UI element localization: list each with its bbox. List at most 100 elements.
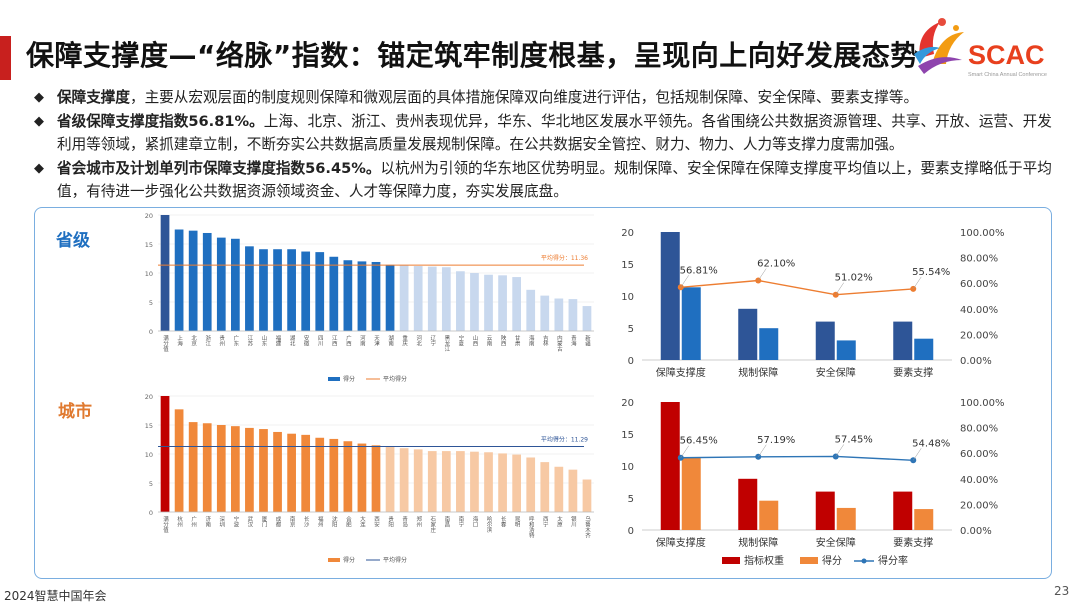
legend-swatch xyxy=(328,377,340,381)
bar xyxy=(357,261,367,331)
y2-tick-label: 80.00% xyxy=(960,424,998,435)
x-tick-label: 呼和浩特 xyxy=(528,516,535,539)
bullet-text: ，主要从宏观层面的制度规则保障和微观层面的具体措施保障双向维度进行评估，包括规制… xyxy=(129,89,919,106)
bar xyxy=(202,232,212,331)
bar xyxy=(470,273,479,331)
x-tick-label: 保障支撑度 xyxy=(656,536,706,549)
x-tick-label: 南昌 xyxy=(443,515,450,529)
y-tick-label: 0 xyxy=(149,509,153,517)
y-tick-label: 10 xyxy=(621,462,634,473)
rate-label: 62.10% xyxy=(757,259,795,270)
x-tick-label: 广西 xyxy=(345,334,352,348)
chart-panel xyxy=(34,207,1052,579)
score-bar xyxy=(914,338,934,360)
bullet-list: ◆ 保障支撑度，主要从宏观层面的制度规则保障和微观层面的具体措施保障双向维度进行… xyxy=(34,86,1064,204)
y-tick-label: 20 xyxy=(621,398,634,409)
bar xyxy=(526,457,536,512)
bar xyxy=(315,437,325,512)
x-tick-label: 规制保障 xyxy=(738,366,778,379)
x-tick-label: 安全保障 xyxy=(816,536,856,549)
x-tick-label: 福建 xyxy=(275,334,282,348)
bar xyxy=(259,249,268,331)
x-tick-label: 天津 xyxy=(373,335,380,348)
y2-tick-label: 0.00% xyxy=(960,526,992,537)
score-bar xyxy=(836,340,856,360)
bar xyxy=(484,274,493,331)
bar xyxy=(498,275,507,331)
y2-tick-label: 20.00% xyxy=(960,500,998,511)
score-bar xyxy=(681,457,701,530)
x-tick-label: 内蒙古 xyxy=(556,334,563,353)
legend-swatch xyxy=(722,557,740,564)
x-tick-label: 成都 xyxy=(275,515,282,529)
bar xyxy=(413,449,423,512)
bar xyxy=(512,277,522,331)
legend-label: 平均得分 xyxy=(383,375,407,383)
x-tick-label: 海南 xyxy=(528,334,535,347)
title-accent-bar xyxy=(0,36,11,80)
bar xyxy=(385,447,395,512)
weight-bar xyxy=(893,491,913,530)
province-label: 省级 xyxy=(56,231,90,251)
x-tick-label: 浙江 xyxy=(204,334,211,348)
rate-label: 51.02% xyxy=(835,273,873,284)
x-tick-label: 四川 xyxy=(317,335,324,347)
y2-tick-label: 80.00% xyxy=(960,254,998,265)
weight-bar xyxy=(815,321,835,360)
average-label: 平均得分：11.29 xyxy=(541,436,588,444)
bar xyxy=(315,252,325,331)
bar xyxy=(554,466,564,512)
bar xyxy=(568,299,578,331)
x-tick-label: 乌鲁木齐 xyxy=(584,515,591,540)
x-tick-label: 重庆 xyxy=(401,334,408,348)
rate-leader xyxy=(913,276,922,290)
y2-tick-label: 100.00% xyxy=(960,398,1005,409)
city-ranking-chart: 05101520满分值 杭州 广州 济南 深圳 宁波 武汉 厦门 成都 南京 长沙 福州 沈阳 合肥 大连西… xyxy=(145,393,594,564)
rate-leader xyxy=(913,448,922,461)
x-tick-label: 大连 xyxy=(359,515,366,529)
x-tick-label: 青海 xyxy=(570,334,577,348)
bar xyxy=(357,443,367,512)
bar xyxy=(540,295,550,331)
rate-point xyxy=(910,285,917,292)
weight-bar xyxy=(660,402,680,530)
bar xyxy=(287,249,296,331)
diamond-bullet-icon: ◆ xyxy=(34,113,44,129)
x-tick-label: 长春 xyxy=(500,515,507,529)
bar xyxy=(273,431,282,512)
rate-label: 55.54% xyxy=(912,267,950,278)
x-tick-label: 安徽 xyxy=(303,334,310,348)
bar xyxy=(427,451,437,512)
x-tick-label: 陕西 xyxy=(500,334,507,348)
x-tick-label: 山东 xyxy=(260,334,267,347)
x-tick-label: 青岛 xyxy=(401,515,408,529)
page-title: 保障支撑度—“络脉”指数：锚定筑牢制度根基，呈现向上向好发展态势 xyxy=(26,39,919,72)
bar xyxy=(245,427,254,512)
bar xyxy=(174,409,184,512)
x-tick-label: 厦门 xyxy=(260,516,267,529)
rate-label: 57.19% xyxy=(757,435,795,446)
scac-logo: SCAC Smart China Annual Conference xyxy=(910,14,1060,84)
y-tick-label: 10 xyxy=(145,270,153,278)
x-tick-label: 新疆 xyxy=(584,334,591,348)
y-tick-label: 20 xyxy=(145,393,153,401)
logo-text: SCAC xyxy=(968,40,1045,70)
y-tick-label: 15 xyxy=(621,430,634,441)
bar xyxy=(287,433,296,512)
bar xyxy=(371,261,381,331)
rate-leader xyxy=(758,444,767,457)
x-tick-label: 石家庄 xyxy=(429,516,436,534)
x-tick-label: 济南 xyxy=(204,515,211,528)
bar xyxy=(371,445,381,512)
y2-tick-label: 40.00% xyxy=(960,475,998,486)
x-tick-label: 山西 xyxy=(471,334,478,348)
legend-label: 指标权重 xyxy=(744,554,784,567)
bar xyxy=(413,266,423,331)
bar xyxy=(427,266,437,331)
y-tick-label: 0 xyxy=(149,328,153,336)
x-tick-label: 银川 xyxy=(570,515,577,528)
city-dimension-chart: 0 5 10 15 20 0.00% 20.00% 40.00% 60.00% 80.00% 100… xyxy=(621,398,1005,567)
y-tick-label: 5 xyxy=(628,494,634,505)
x-tick-label: 南宁 xyxy=(457,515,464,528)
bullet-item: ◆ 省会城市及计划单列市保障支撑度指数56.45%。以杭州为引领的华东地区优势明… xyxy=(34,157,1064,204)
